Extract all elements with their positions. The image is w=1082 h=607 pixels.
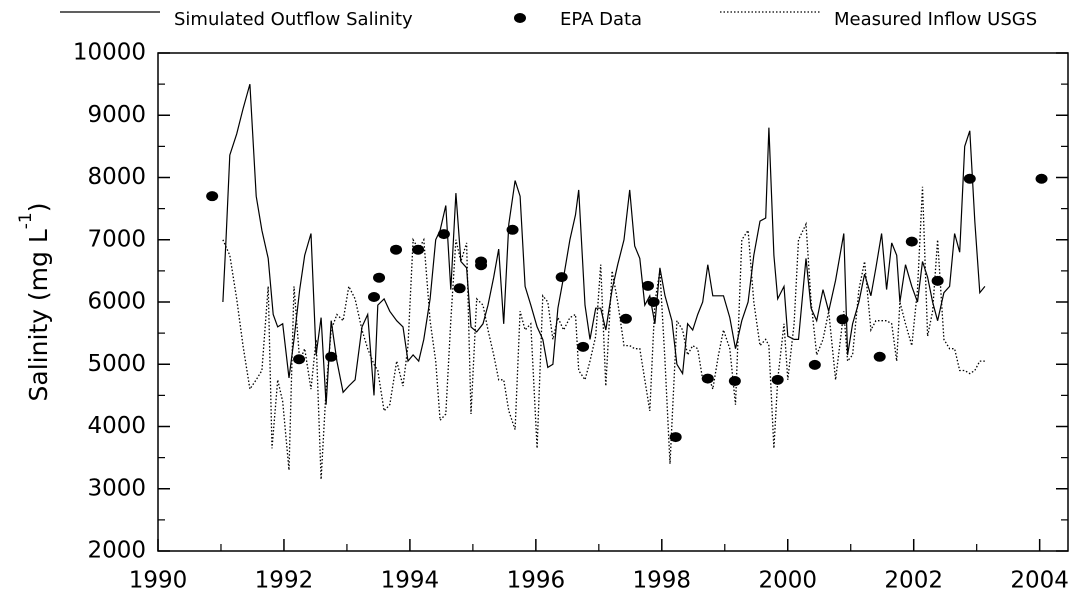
y-tick-label: 9000 <box>87 102 146 128</box>
x-tick-label: 2004 <box>1010 568 1069 594</box>
epa-point <box>641 280 654 291</box>
epa-point <box>873 351 886 362</box>
epa-point <box>368 292 381 303</box>
plot-frame <box>157 52 1069 552</box>
x-tick-label: 1992 <box>255 568 314 594</box>
epa-point <box>963 173 976 184</box>
epa-point <box>647 297 660 307</box>
epa-point <box>206 191 219 202</box>
series-line <box>222 186 985 480</box>
series-line <box>222 83 986 405</box>
epa-point <box>728 376 741 387</box>
legend-swatch <box>514 13 526 23</box>
legend-label: Simulated Outflow Salinity <box>174 9 413 30</box>
epa-point <box>931 275 944 286</box>
epa-point <box>437 229 450 240</box>
y-axis-title-text: Salinity (mg L <box>24 229 53 401</box>
x-tick-label: 1998 <box>633 568 692 594</box>
legend-label: EPA Data <box>560 9 642 30</box>
epa-point <box>1035 173 1048 184</box>
x-tick-label: 2002 <box>884 568 943 594</box>
y-tick-label: 4000 <box>87 413 146 439</box>
epa-point <box>506 224 519 235</box>
x-tick-label: 2000 <box>758 568 817 594</box>
epa-point <box>619 313 632 324</box>
y-tick-label: 3000 <box>87 475 146 501</box>
epa-point <box>325 351 338 362</box>
epa-point <box>836 314 849 325</box>
epa-point <box>453 283 466 294</box>
epa-point <box>669 432 682 443</box>
epa-point <box>373 272 386 283</box>
x-tick-label: 1990 <box>129 568 188 594</box>
x-tick-label: 1994 <box>381 568 440 594</box>
epa-point <box>412 244 425 255</box>
y-tick-label: 5000 <box>87 351 146 377</box>
epa-point <box>475 260 488 271</box>
epa-point <box>577 341 590 352</box>
y-axis-title-closing: ) <box>24 203 53 213</box>
y-axis-title: Salinity (mg L-1) <box>16 203 53 402</box>
epa-point <box>808 359 821 370</box>
y-axis-title-superscript: -1 <box>16 212 36 229</box>
y-tick-label: 6000 <box>87 289 146 315</box>
epa-point <box>390 244 403 255</box>
epa-point <box>905 236 918 247</box>
x-tick-label: 1996 <box>507 568 566 594</box>
y-tick-label: 10000 <box>73 40 146 66</box>
y-tick-label: 2000 <box>87 538 146 564</box>
legend-label: Measured Inflow USGS <box>834 9 1037 30</box>
y-tick-label: 7000 <box>87 226 146 252</box>
epa-point <box>555 272 568 283</box>
y-tick-label: 8000 <box>87 164 146 190</box>
